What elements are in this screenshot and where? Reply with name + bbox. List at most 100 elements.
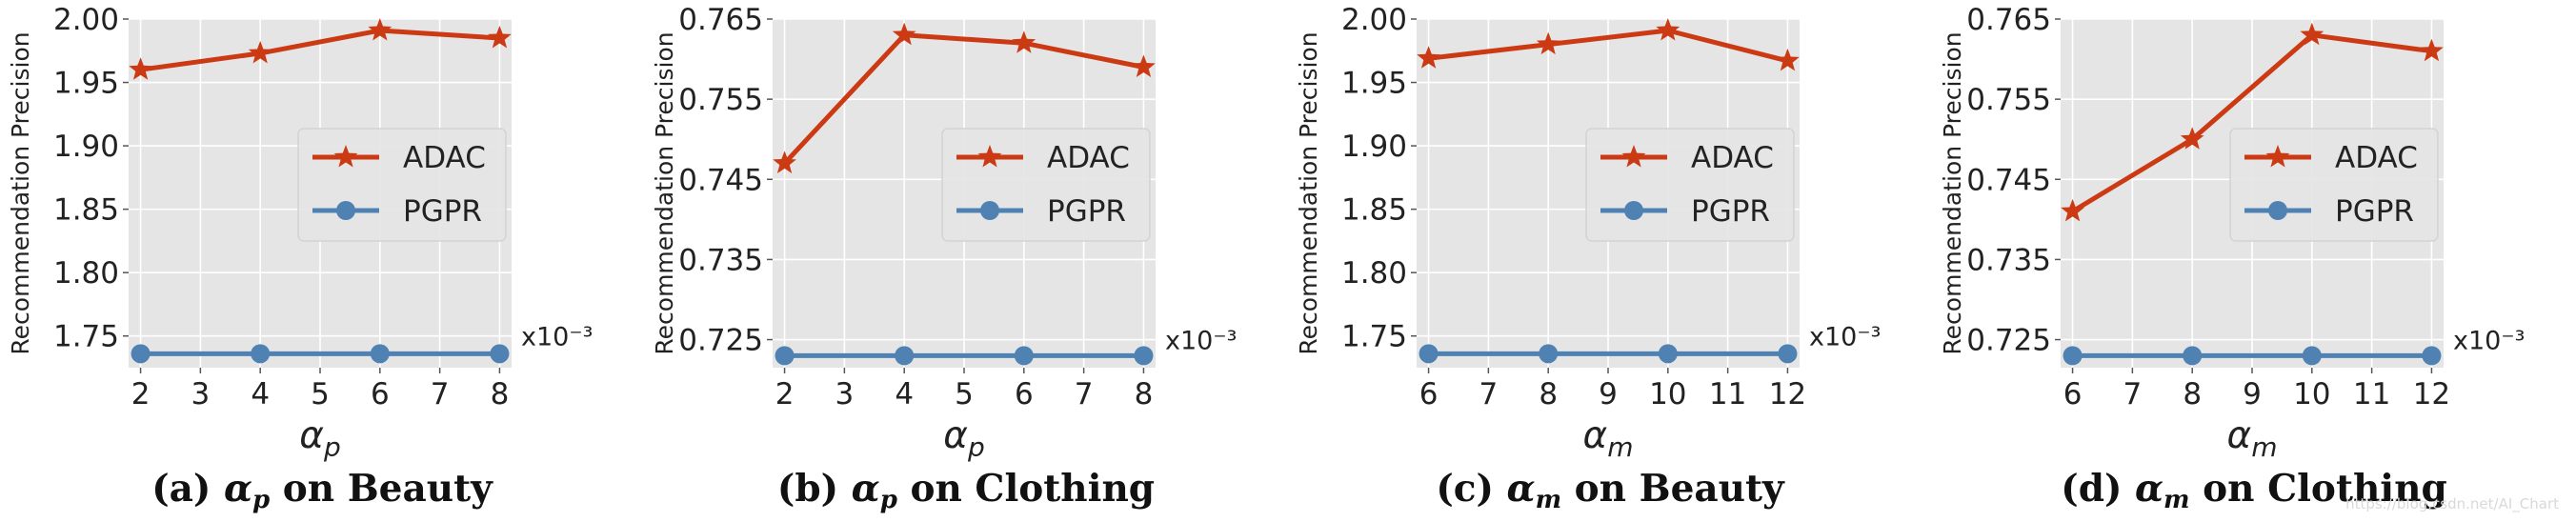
y-tick-label: 2.00 — [53, 3, 119, 37]
x-axis-label: αm — [2227, 414, 2278, 463]
x-tick-label: 9 — [1599, 377, 1618, 412]
x-tick-label: 10 — [2293, 377, 2330, 412]
y-tick-label: 0.755 — [1966, 83, 2051, 117]
chart-panel: 6 7 8 9 10 11 12 0.725 0.735 0.745 0.755 0.765 Recom… — [1932, 0, 2576, 522]
exponent-label: x10⁻³ — [521, 323, 593, 352]
data-point-pgpr — [490, 344, 510, 364]
x-axis-label-subscript: p — [967, 432, 985, 463]
chart-svg: 2 3 4 5 6 7 8 0.725 0.735 0.745 0.755 0.765Recommen… — [651, 3, 1237, 463]
y-axis-label: Recommendation Precision — [1939, 31, 1966, 354]
caption-prefix: (d) — [2061, 467, 2136, 511]
y-tick-label: 0.735 — [678, 243, 763, 277]
legend-label-pgpr: PGPR — [2335, 194, 2414, 229]
y-tick-label: 0.725 — [678, 324, 763, 358]
data-point-pgpr — [251, 344, 271, 364]
y-axis-label: Recommendation Precision — [651, 31, 678, 354]
data-point-pgpr — [1014, 346, 1034, 366]
legend: ADAC PGPR — [1585, 128, 1795, 242]
data-point-pgpr — [895, 346, 915, 366]
y-tick-label: 1.85 — [1341, 193, 1407, 228]
data-point-adac — [773, 151, 796, 173]
y-axis-label: Recommendation Precision — [1295, 31, 1322, 354]
data-point-pgpr — [1658, 344, 1678, 364]
x-tick-label: 11 — [2353, 377, 2390, 412]
y-tick-label: 2.00 — [1341, 3, 1407, 37]
legend: ADAC PGPR — [2229, 128, 2439, 242]
x-tick-label: 3 — [835, 377, 855, 412]
legend-marker-pgpr — [1624, 201, 1643, 220]
y-tick-label: 1.90 — [1341, 130, 1407, 164]
data-point-adac — [1132, 54, 1156, 77]
panel-caption: (d) αm on Clothing — [1932, 467, 2576, 514]
x-tick-label: 8 — [1539, 377, 1558, 412]
legend-marker-pgpr — [2268, 201, 2287, 220]
x-tick-label: 7 — [1479, 377, 1499, 412]
x-axis-label: αm — [1583, 414, 1634, 463]
legend-label-adac: ADAC — [1691, 141, 1774, 175]
y-tick-label: 1.75 — [53, 320, 119, 354]
chart-panel: 2 3 4 5 6 7 8 0.725 0.735 0.745 0.755 0.765 Recommen… — [644, 0, 1288, 522]
x-tick-label: 6 — [1419, 377, 1439, 412]
x-axis-label-symbol: α — [2227, 414, 2252, 457]
x-axis-label-subscript: m — [1607, 432, 1633, 463]
legend-marker-adac — [1621, 145, 1646, 168]
chart-panel: 2 3 4 5 6 7 8 1.75 1.80 1.85 1.90 1.95 2.00 Recommend… — [0, 0, 644, 522]
x-axis-label-symbol: α — [943, 414, 968, 457]
chart-panel: 6 7 8 9 10 11 12 1.75 1.80 1.85 1.90 1.95 2.00 Recomm… — [1288, 0, 1932, 522]
y-tick-label: 1.90 — [53, 130, 119, 164]
y-tick-label: 1.95 — [1341, 67, 1407, 101]
x-tick-label: 12 — [1769, 377, 1806, 412]
x-tick-label: 7 — [1075, 377, 1094, 412]
x-tick-label: 5 — [311, 377, 330, 412]
x-tick-label: 5 — [955, 377, 974, 412]
data-point-adac — [488, 26, 512, 49]
x-tick-label: 2 — [775, 377, 795, 412]
y-tick-label: 0.765 — [678, 3, 763, 37]
legend-marker-adac — [333, 145, 358, 168]
data-point-adac — [248, 40, 272, 64]
x-axis-label-subscript: p — [323, 432, 341, 463]
data-point-adac — [2300, 22, 2324, 46]
data-point-pgpr — [2183, 346, 2203, 366]
data-point-pgpr — [1539, 344, 1559, 364]
caption-prefix: (b) — [776, 467, 852, 511]
x-tick-label: 6 — [1015, 377, 1034, 412]
caption-subscript: m — [1535, 486, 1562, 514]
watermark: https://blog.csdn.net/AI_Chart — [2345, 495, 2559, 512]
series-line-adac — [2071, 32, 2432, 214]
data-point-pgpr — [2422, 346, 2442, 366]
caption-suffix: on Clothing — [2189, 467, 2447, 511]
data-point-pgpr — [2302, 346, 2322, 366]
legend: ADAC PGPR — [941, 128, 1151, 242]
series-line-adac — [1428, 28, 1789, 64]
legend-marker-adac — [2265, 145, 2290, 168]
x-tick-label: 4 — [895, 377, 914, 412]
data-point-adac — [1776, 48, 1800, 71]
legend-label-adac: ADAC — [1047, 141, 1130, 175]
exponent-label: x10⁻³ — [1165, 327, 1237, 356]
x-axis-label-symbol: α — [299, 414, 324, 457]
y-axis-label: Recommendation Precision — [7, 31, 34, 354]
caption-subscript: m — [2163, 486, 2190, 514]
x-tick-label: 8 — [491, 377, 510, 412]
x-tick-label: 2 — [131, 377, 151, 412]
caption-symbol: α — [2135, 467, 2164, 511]
data-point-pgpr — [2063, 346, 2083, 366]
legend-label-pgpr: PGPR — [1691, 194, 1770, 229]
data-point-adac — [1536, 31, 1560, 55]
series-line-adac — [140, 28, 500, 72]
legend-label-adac: ADAC — [2335, 141, 2418, 175]
legend-label-pgpr: PGPR — [1047, 194, 1126, 229]
data-point-pgpr — [1134, 346, 1154, 366]
caption-symbol: α — [223, 467, 252, 511]
caption-subscript: p — [252, 486, 271, 514]
legend: ADAC PGPR — [297, 128, 507, 242]
y-tick-label: 0.745 — [678, 163, 763, 197]
caption-suffix: on Beauty — [270, 467, 493, 511]
x-tick-label: 6 — [2063, 377, 2083, 412]
y-tick-label: 0.745 — [1966, 163, 2051, 197]
data-point-pgpr — [1419, 344, 1439, 364]
x-tick-label: 8 — [1135, 377, 1154, 412]
x-tick-label: 12 — [2413, 377, 2450, 412]
